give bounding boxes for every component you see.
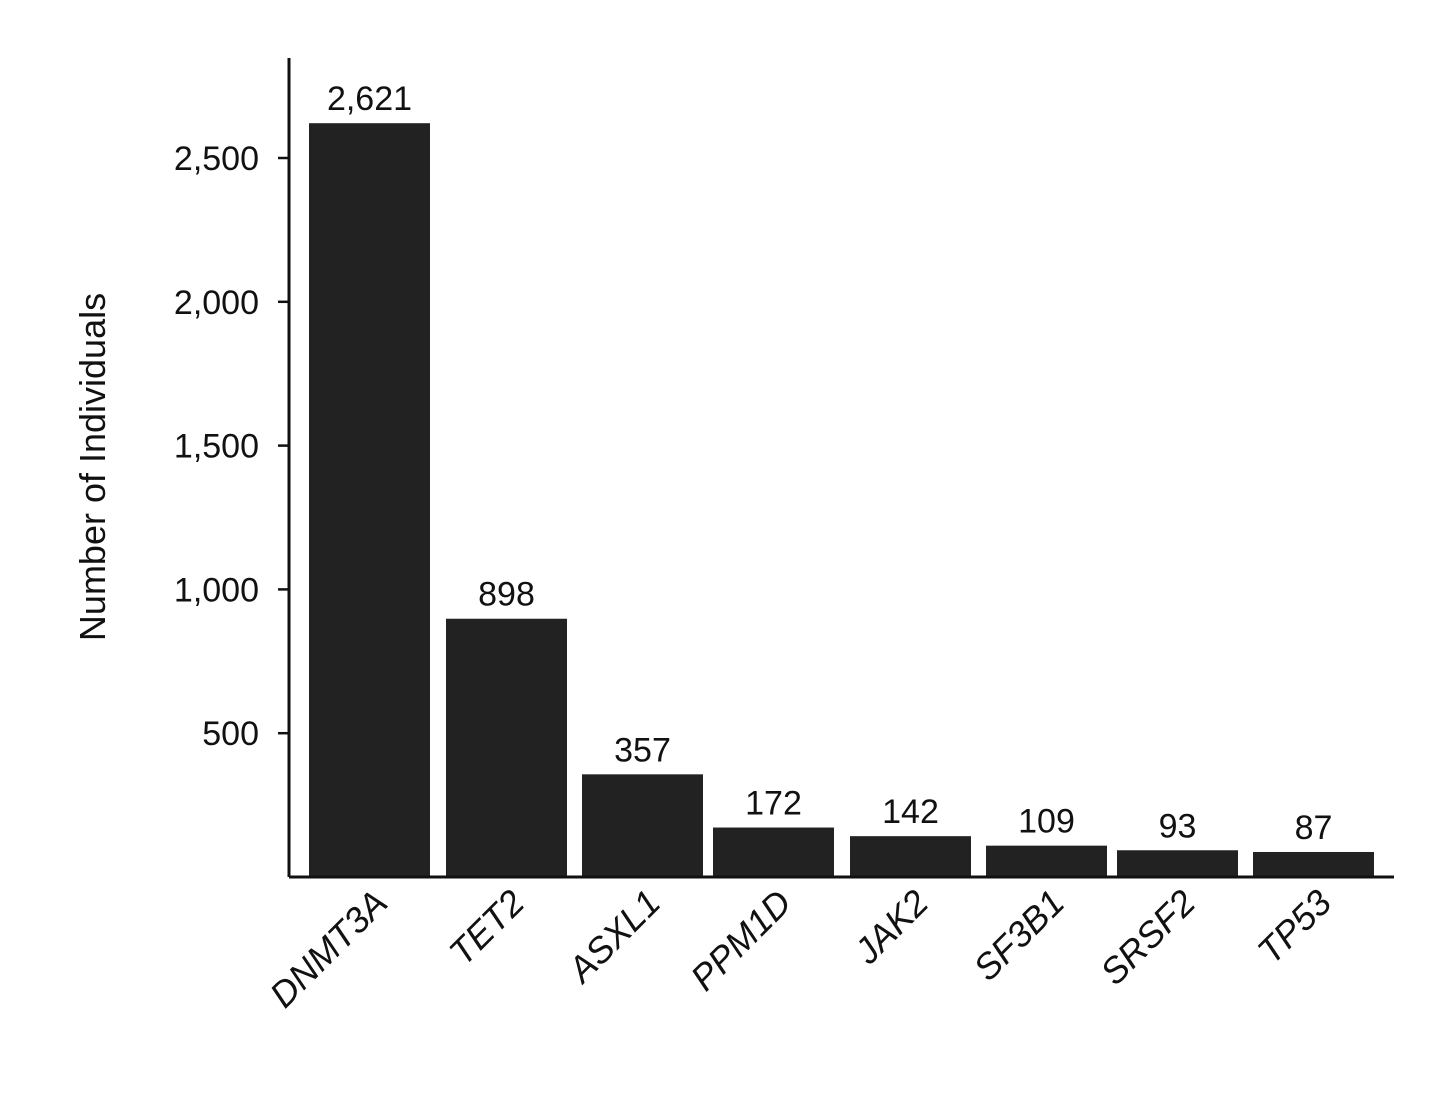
- bar-sf3b1: [986, 845, 1107, 877]
- x-category-label: PPM1D: [682, 882, 799, 999]
- value-labels-group: 2,621 898 357 172 142 109 93 87: [327, 80, 1332, 847]
- bars-group: [309, 123, 1374, 878]
- y-axis-title: Number of Individuals: [72, 293, 113, 641]
- x-category-label: JAK2: [846, 882, 937, 973]
- x-category-label: TP53: [1249, 882, 1339, 972]
- bar-value-label: 109: [1018, 803, 1075, 841]
- bar-dnmt3a: [309, 123, 430, 878]
- bar-value-label: 93: [1159, 807, 1197, 845]
- bar-value-label: 898: [478, 576, 535, 614]
- bar-value-label: 142: [882, 793, 939, 831]
- x-axis-category-labels: DNMT3A TET2 ASXL1 PPM1D JAK2 SF3B1 SRSF2 TP53: [262, 882, 1340, 1016]
- bar-value-label: 172: [745, 785, 802, 823]
- y-tick-label: 2,000: [174, 284, 259, 322]
- x-category-label: SF3B1: [965, 882, 1072, 989]
- bar-tp53: [1253, 851, 1374, 877]
- y-axis-ticks: 500 1,000 1,500 2,000 2,500: [174, 140, 289, 753]
- y-tick-label: 1,000: [174, 571, 259, 609]
- y-tick-label: 500: [202, 715, 259, 753]
- bar-ppm1d: [713, 827, 834, 877]
- x-category-label: SRSF2: [1092, 882, 1203, 993]
- y-tick-label: 1,500: [174, 428, 259, 466]
- x-category-label: TET2: [441, 882, 532, 973]
- bar-tet2: [446, 618, 567, 877]
- bar-value-label: 87: [1295, 809, 1333, 847]
- bar-jak2: [850, 836, 971, 877]
- bar-value-label: 357: [614, 731, 671, 769]
- x-category-label: DNMT3A: [262, 882, 396, 1016]
- y-tick-label: 2,500: [174, 140, 259, 178]
- x-category-label: ASXL1: [559, 882, 669, 992]
- bar-srsf2: [1117, 850, 1238, 877]
- bar-asxl1: [582, 774, 703, 877]
- bar-value-label: 2,621: [327, 80, 412, 118]
